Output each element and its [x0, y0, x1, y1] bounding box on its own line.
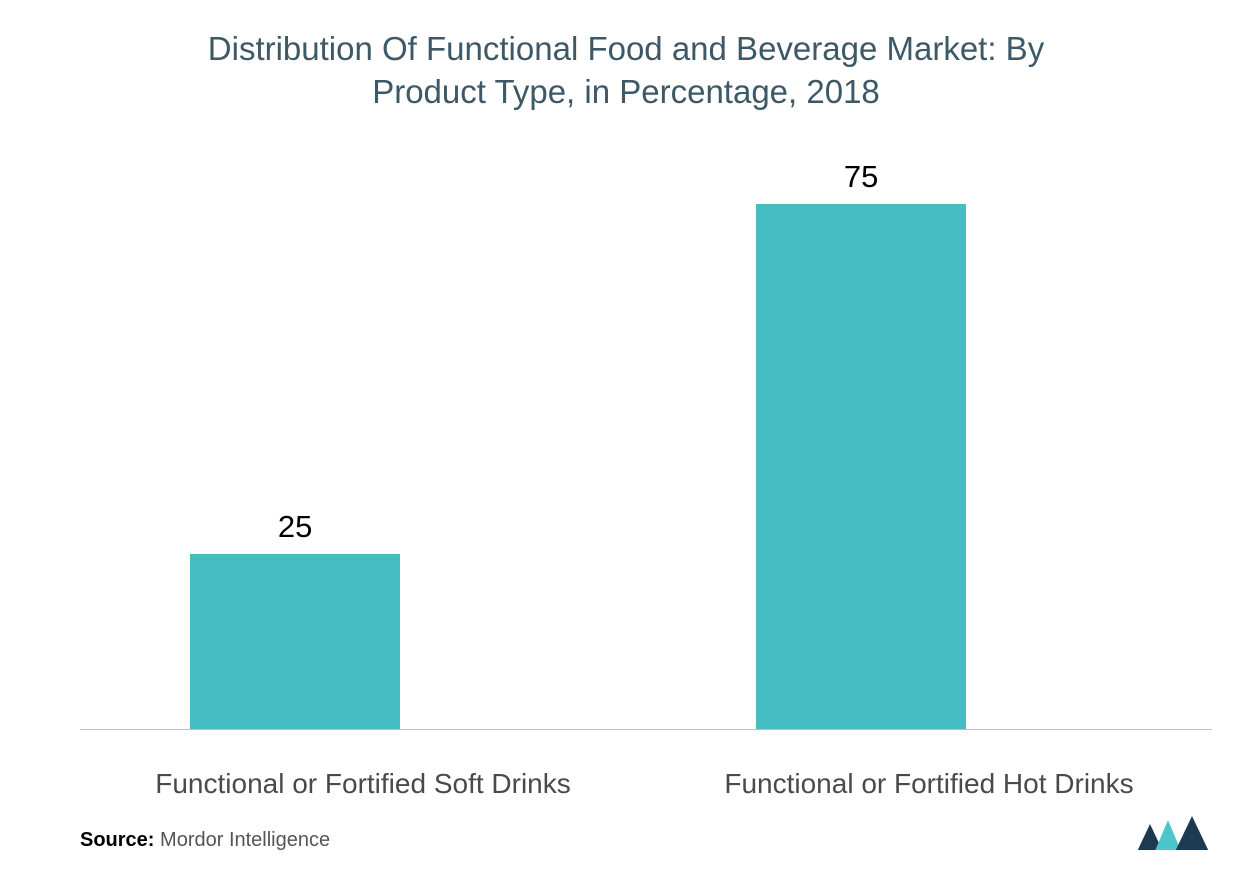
category-label-soft-drinks: Functional or Fortified Soft Drinks	[80, 768, 646, 800]
chart-container: Distribution Of Functional Food and Beve…	[0, 0, 1252, 880]
brand-logo-icon	[1134, 816, 1212, 858]
source-line: Source: Mordor Intelligence	[80, 829, 330, 852]
category-axis: Functional or Fortified Soft Drinks Func…	[80, 768, 1212, 800]
bar-soft-drinks: 25	[190, 554, 400, 729]
bar-hot-drinks: 75	[756, 204, 966, 729]
chart-title-line2: Product Type, in Percentage, 2018	[372, 73, 880, 110]
category-label-hot-drinks: Functional or Fortified Hot Drinks	[646, 768, 1212, 800]
source-label: Source:	[80, 829, 154, 851]
bar-value-soft-drinks: 25	[190, 509, 400, 545]
chart-title-line1: Distribution Of Functional Food and Beve…	[208, 30, 1044, 67]
source-value: Mordor Intelligence	[160, 829, 330, 851]
bar-value-hot-drinks: 75	[756, 159, 966, 195]
chart-title: Distribution Of Functional Food and Beve…	[0, 28, 1252, 114]
plot-area: 25 75	[80, 170, 1212, 730]
